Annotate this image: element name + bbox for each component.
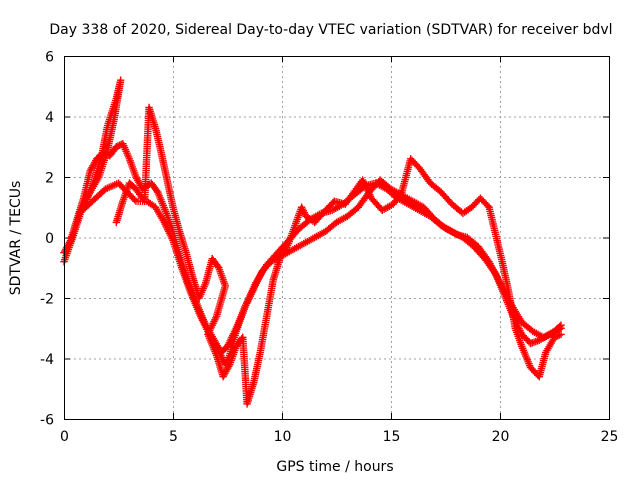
plot-frame: [64, 56, 610, 420]
y-tick-label: 4: [45, 110, 54, 126]
y-tick-label: 0: [45, 231, 54, 247]
x-tick-label: 10: [274, 429, 292, 445]
y-tick-label: -2: [40, 292, 54, 308]
series-trace-c: [112, 103, 565, 408]
y-axis-label: SDTVAR / TECUs: [8, 181, 24, 296]
y-tick-label: -6: [40, 413, 54, 429]
x-tick-label: 25: [601, 429, 619, 445]
x-tick-label: 15: [383, 429, 401, 445]
y-tick-label: -4: [40, 352, 54, 368]
chart-title: Day 338 of 2020, Sidereal Day-to-day VTE…: [49, 22, 612, 38]
data-point: [557, 324, 565, 332]
x-tick-label: 20: [492, 429, 510, 445]
data-series: [60, 76, 565, 408]
x-axis-label: GPS time / hours: [276, 459, 393, 475]
y-tick-label: 2: [45, 171, 54, 187]
y-tick-label: 6: [45, 50, 54, 66]
data-point: [557, 330, 565, 338]
series-trace-a: [60, 140, 565, 357]
x-tick-label: 0: [60, 429, 69, 445]
x-tick-label: 5: [169, 429, 178, 445]
axis-ticks: 0 5 10 15 20 25 -6 -4 -2 0 2 4 6: [40, 50, 618, 446]
grid-lines: [64, 56, 609, 419]
